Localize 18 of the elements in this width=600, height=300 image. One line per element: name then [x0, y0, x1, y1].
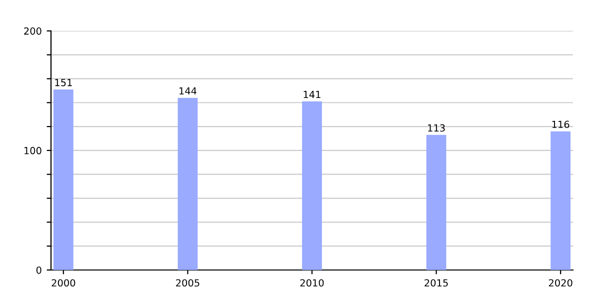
y-tick-label: 0	[36, 266, 42, 274]
x-tick-label: 2020	[548, 279, 572, 287]
x-tick-label: 2010	[300, 279, 324, 287]
bar	[550, 131, 571, 270]
bar	[53, 89, 74, 270]
y-tick-label: 200	[24, 27, 42, 35]
y-tick-label: 100	[24, 146, 42, 154]
x-tick-label: 2005	[176, 279, 200, 287]
x-tick-label: 2015	[424, 279, 448, 287]
data-label: 116	[552, 120, 570, 128]
bar	[302, 101, 322, 270]
data-label: 141	[304, 90, 320, 98]
x-tick-label: 2000	[52, 279, 76, 287]
data-label: 151	[55, 78, 72, 86]
data-label: 113	[428, 124, 445, 132]
bar	[426, 134, 446, 270]
data-label: 144	[180, 87, 196, 94]
bar	[178, 98, 198, 270]
